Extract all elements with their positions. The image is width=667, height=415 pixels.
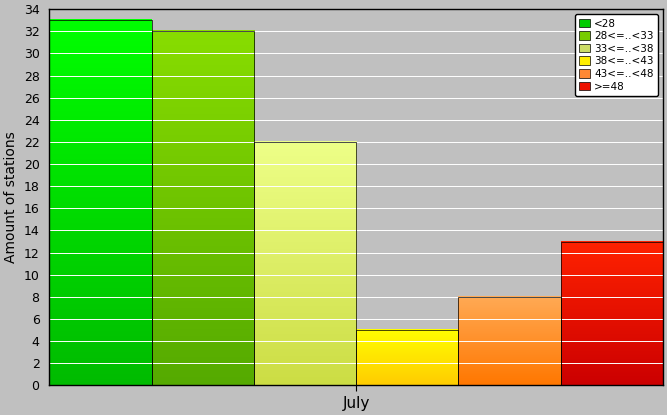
Bar <box>458 297 560 386</box>
Bar <box>49 20 151 386</box>
Bar <box>560 242 663 386</box>
Y-axis label: Amount of stations: Amount of stations <box>4 132 18 263</box>
Legend: <28, 28<=..<33, 33<=..<38, 38<=..<43, 43<=..<48, >=48: <28, 28<=..<33, 33<=..<38, 38<=..<43, 43… <box>575 15 658 96</box>
Bar <box>254 142 356 386</box>
Bar <box>151 31 254 386</box>
Bar <box>356 330 458 386</box>
